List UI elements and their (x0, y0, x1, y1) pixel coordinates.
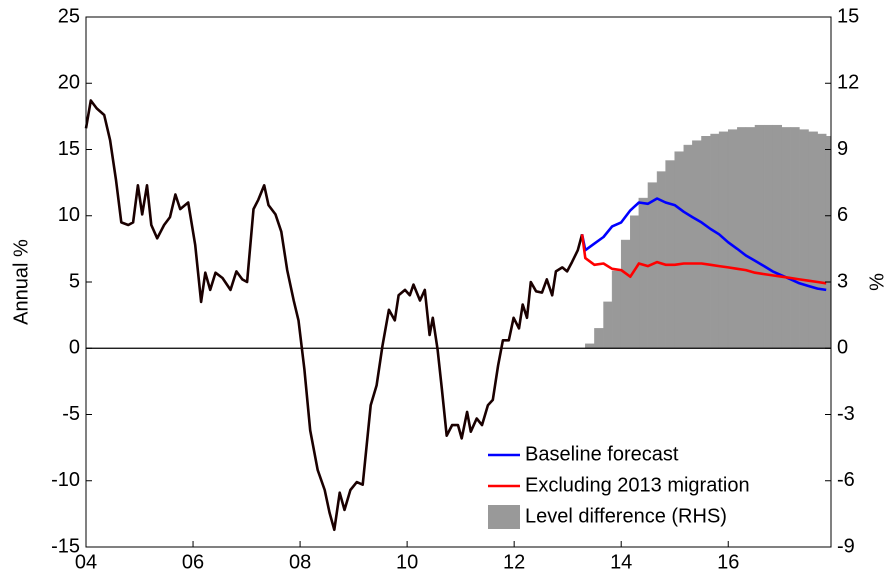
line (580, 234, 827, 285)
y2-tick-label: -6 (837, 469, 855, 491)
bar (692, 140, 702, 349)
y2-tick-label: 0 (837, 337, 848, 359)
x-tick-label: 16 (717, 551, 739, 573)
x-tick-label: 08 (289, 551, 311, 573)
bar (701, 136, 711, 349)
y-tick-label: -15 (51, 535, 80, 557)
bar (745, 127, 756, 349)
bar (665, 160, 675, 349)
y-tick-label: 20 (58, 72, 80, 94)
legend-swatch (488, 505, 520, 529)
y2-tick-label: -3 (837, 403, 855, 425)
bar (630, 215, 640, 349)
y-tick-label: -10 (51, 469, 80, 491)
bar (603, 301, 613, 349)
bar (781, 127, 792, 349)
bar (683, 144, 693, 349)
line (84, 99, 584, 532)
bar (727, 129, 738, 349)
bar (825, 136, 832, 349)
y-axis-label: Annual % (10, 239, 32, 325)
bar (817, 133, 827, 349)
bar (710, 133, 720, 349)
y2-tick-label: 3 (837, 270, 848, 292)
bar (754, 124, 765, 349)
x-tick-label: 06 (182, 551, 204, 573)
y2-tick-label: 9 (837, 138, 848, 160)
x-tick-label: 04 (75, 551, 97, 573)
bar (763, 124, 773, 349)
bar (808, 131, 818, 349)
bar (638, 197, 649, 349)
y2-tick-label: -9 (837, 535, 855, 557)
y2-tick-label: 15 (837, 5, 859, 27)
bar (772, 124, 783, 349)
x-tick-label: 14 (610, 551, 632, 573)
bar (620, 239, 631, 349)
x-tick-label: 10 (396, 551, 418, 573)
y-tick-label: 5 (69, 270, 80, 292)
bar (674, 151, 685, 349)
bar (737, 127, 747, 349)
bar (594, 328, 604, 349)
legend-label: Level difference (RHS) (525, 505, 727, 527)
bar (585, 343, 595, 349)
y2-tick-label: 6 (837, 204, 848, 226)
legend-label: Excluding 2013 migration (525, 474, 750, 496)
y2-tick-label: 12 (837, 72, 859, 94)
y-tick-label: 15 (58, 138, 80, 160)
bar (611, 270, 622, 349)
y2-axis-label: % (866, 273, 888, 291)
bar (790, 127, 800, 349)
x-tick-label: 12 (503, 551, 525, 573)
y-tick-label: 25 (58, 5, 80, 27)
y-tick-label: 0 (69, 337, 80, 359)
legend-label: Baseline forecast (525, 443, 679, 465)
bar (799, 129, 809, 349)
y-tick-label: 10 (58, 204, 80, 226)
y-tick-label: -5 (62, 403, 80, 425)
